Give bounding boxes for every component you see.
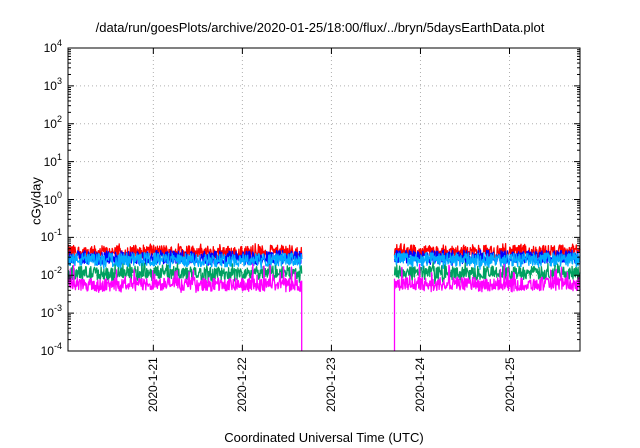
grid bbox=[68, 48, 580, 351]
series-line bbox=[67, 251, 581, 271]
series-segment bbox=[67, 262, 303, 285]
y-tick-base: 10 bbox=[43, 154, 57, 169]
series-segment bbox=[67, 252, 303, 271]
y-tick-exponent: -2 bbox=[53, 265, 62, 276]
plot-series bbox=[67, 242, 581, 351]
series-line bbox=[67, 262, 581, 285]
y-tick-base: 10 bbox=[40, 268, 54, 283]
y-tick-base: 10 bbox=[40, 344, 54, 358]
y-tick-exponent: 1 bbox=[56, 151, 62, 162]
series-segment bbox=[393, 251, 581, 271]
series-segment bbox=[393, 262, 581, 285]
y-tick-base: 10 bbox=[40, 230, 54, 245]
y-tick-label: 104 bbox=[43, 38, 62, 56]
y-tick-base: 10 bbox=[43, 41, 57, 55]
y-tick-exponent: 0 bbox=[56, 189, 62, 200]
y-tick-exponent: -1 bbox=[53, 227, 62, 238]
chart-title: /data/run/goesPlots/archive/2020-01-25/1… bbox=[95, 20, 545, 35]
y-axis-label: cGy/day bbox=[28, 177, 44, 225]
series-line bbox=[67, 263, 581, 351]
y-tick-label: 101 bbox=[43, 151, 62, 169]
x-tick-label: 2020-1-23 bbox=[324, 357, 339, 412]
y-tick-exponent: -4 bbox=[53, 341, 62, 351]
y-tick-base: 10 bbox=[43, 116, 57, 131]
y-tick-label: 10-2 bbox=[40, 265, 62, 283]
x-axis-label: Coordinated Universal Time (UTC) bbox=[224, 430, 424, 445]
y-tick-exponent: 3 bbox=[56, 75, 62, 86]
x-tick-label: 2020-1-21 bbox=[146, 357, 161, 412]
y-tick-exponent: 4 bbox=[56, 38, 62, 48]
y-tick-base: 10 bbox=[40, 306, 54, 321]
x-tick-label: 2020-1-22 bbox=[235, 357, 250, 412]
y-tick-label: 103 bbox=[43, 75, 62, 93]
y-tick-label: 10-4 bbox=[40, 341, 62, 359]
axis-ticks bbox=[68, 47, 580, 352]
series-segment bbox=[67, 263, 303, 351]
x-tick-label: 2020-1-24 bbox=[413, 357, 428, 412]
y-tick-exponent: 2 bbox=[56, 113, 62, 124]
y-tick-exponent: -3 bbox=[53, 303, 62, 314]
x-tick-label: 2020-1-25 bbox=[502, 357, 517, 412]
series-segment bbox=[393, 263, 581, 351]
y-tick-base: 10 bbox=[43, 192, 57, 207]
y-tick-label: 10-1 bbox=[40, 227, 62, 245]
y-tick-base: 10 bbox=[43, 78, 57, 93]
y-tick-label: 10-3 bbox=[40, 303, 62, 321]
y-tick-label: 102 bbox=[43, 113, 62, 131]
y-tick-label: 100 bbox=[43, 189, 62, 207]
series-segment bbox=[67, 243, 303, 261]
